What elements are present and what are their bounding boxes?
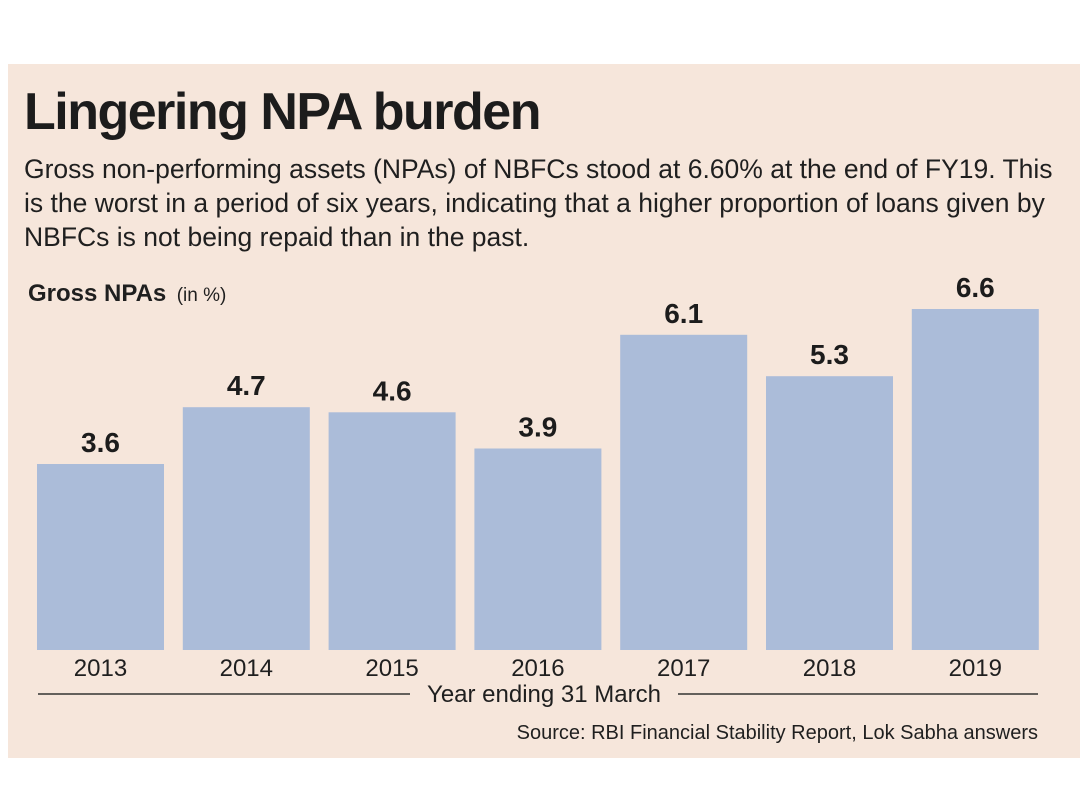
data-label-2019: 6.6 bbox=[956, 272, 995, 303]
x-tick-2013: 2013 bbox=[74, 655, 127, 682]
y-axis-label: Gross NPAs (in %) bbox=[28, 280, 226, 307]
chart-panel: Lingering NPA burden Gross non-performin… bbox=[8, 64, 1080, 758]
bar-2015 bbox=[328, 412, 456, 650]
x-tick-2017: 2017 bbox=[657, 655, 710, 682]
bar-2018 bbox=[766, 376, 893, 650]
bar-2013 bbox=[37, 464, 164, 650]
data-label-2016: 3.9 bbox=[518, 412, 557, 443]
source-note: Source: RBI Financial Stability Report, … bbox=[517, 722, 1038, 744]
bar-2014 bbox=[182, 407, 310, 650]
bar-chart: Gross NPAs (in %) 3.620134.720144.620153… bbox=[28, 272, 1039, 744]
data-label-2015: 4.6 bbox=[373, 375, 412, 406]
x-tick-2019: 2019 bbox=[949, 655, 1002, 682]
y-axis-label-main: Gross NPAs bbox=[28, 280, 166, 307]
bar-2016 bbox=[474, 448, 602, 650]
chart-subtitle: Gross non-performing assets (NPAs) of NB… bbox=[24, 154, 1053, 252]
data-label-2014: 4.7 bbox=[227, 370, 266, 401]
x-axis: Year ending 31 March bbox=[38, 681, 1038, 708]
y-axis-label-unit: (in %) bbox=[177, 285, 227, 306]
x-tick-2018: 2018 bbox=[803, 655, 856, 682]
data-label-2017: 6.1 bbox=[664, 298, 703, 329]
bar-2017 bbox=[620, 334, 748, 650]
x-tick-2014: 2014 bbox=[220, 655, 273, 682]
x-tick-2016: 2016 bbox=[511, 655, 564, 682]
x-tick-2015: 2015 bbox=[365, 655, 418, 682]
bars-group: 3.6 2013 4.7 2014 4.6 2015 3.9 2016 6.1 2017 5.3 20… bbox=[37, 272, 1039, 682]
x-axis-label: Year ending 31 March bbox=[427, 681, 661, 708]
data-label-2013: 3.6 bbox=[81, 427, 120, 458]
bar-2019 bbox=[911, 309, 1039, 650]
data-label-2018: 5.3 bbox=[810, 339, 849, 370]
chart-title: Lingering NPA burden bbox=[24, 83, 541, 141]
